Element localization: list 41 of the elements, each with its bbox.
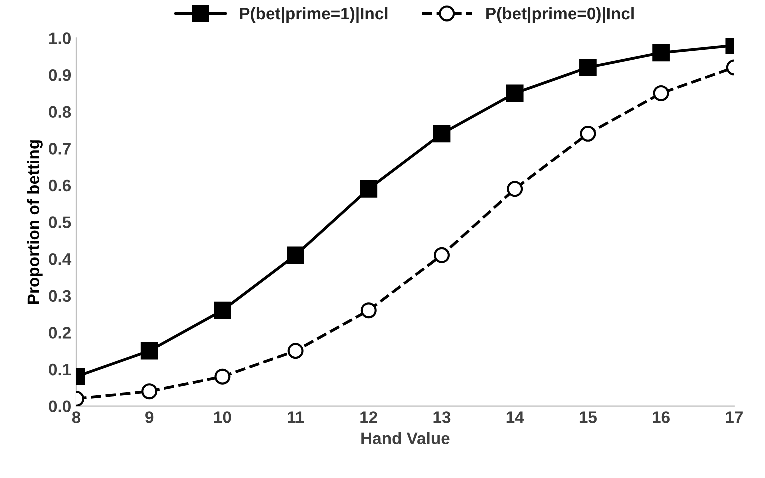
x-tick-label: 13 xyxy=(434,412,451,424)
y-tick-label: 0.1 xyxy=(49,364,72,376)
point xyxy=(652,44,670,62)
y-axis-title: Proportion of betting xyxy=(27,140,43,304)
point xyxy=(580,59,597,76)
y-tick-label: 1.0 xyxy=(50,32,71,44)
point xyxy=(434,247,450,264)
point xyxy=(360,302,377,319)
point xyxy=(287,246,304,264)
point xyxy=(214,302,232,320)
x-tick-label: 12 xyxy=(360,412,378,424)
x-tick-label: 9 xyxy=(146,412,154,424)
x-tick-label: 17 xyxy=(726,412,743,424)
y-tick-label: 0.3 xyxy=(49,290,72,302)
point xyxy=(360,180,378,198)
point xyxy=(580,126,596,142)
x-tick-label: 15 xyxy=(580,412,598,424)
y-tick-label: 0.7 xyxy=(49,143,71,155)
point xyxy=(507,181,524,198)
legend-label: P(bet|prime=1)|Incl xyxy=(240,7,388,24)
x-tick-label: 16 xyxy=(653,412,670,424)
y-tick-label: 0.8 xyxy=(49,106,72,118)
y-tick-label: 0.4 xyxy=(49,253,72,266)
point xyxy=(214,368,231,385)
y-tick-label: 0.9 xyxy=(49,69,72,82)
y-tick-label: 0.5 xyxy=(49,216,72,228)
point xyxy=(653,85,670,102)
point xyxy=(140,342,158,360)
y-tick-label: 0.2 xyxy=(49,327,71,339)
point xyxy=(433,125,451,143)
point xyxy=(506,84,524,102)
x-tick-label: 8 xyxy=(72,412,81,424)
point xyxy=(288,343,304,360)
x-tick-label: 14 xyxy=(506,412,524,424)
y-tick-label: 0.6 xyxy=(49,180,72,192)
x-tick-label: 10 xyxy=(214,412,232,424)
legend-label: P(bet|prime=0)|Incl xyxy=(486,7,634,24)
y-tick-label: 0.0 xyxy=(49,400,71,413)
x-axis-title: Hand Value xyxy=(362,432,450,444)
point xyxy=(142,384,158,400)
x-tick-label: 11 xyxy=(288,412,304,424)
